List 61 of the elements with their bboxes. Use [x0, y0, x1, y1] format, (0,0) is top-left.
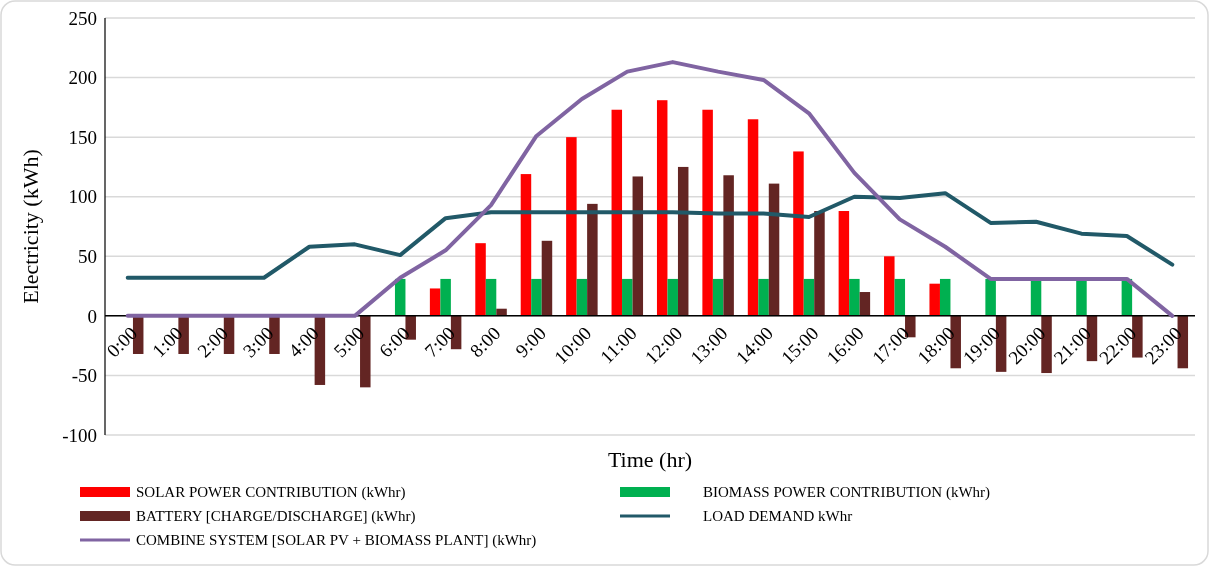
bar — [587, 203, 598, 316]
bar — [929, 283, 940, 316]
bar — [632, 176, 644, 316]
bar — [531, 278, 542, 316]
bar — [440, 278, 451, 316]
legend-label: BATTERY [CHARGE/DISCHARGE] (kWhr) — [136, 508, 416, 526]
line-series — [125, 60, 1175, 318]
x-tick-label: 2:00 — [193, 322, 233, 362]
x-tick-label: 5:00 — [329, 322, 369, 362]
bar — [520, 174, 532, 316]
y-tick-label: -50 — [71, 365, 97, 387]
bar — [803, 278, 815, 316]
x-axis-title: Time (hr) — [607, 447, 693, 472]
bar — [894, 278, 906, 316]
y-tick-label: 50 — [78, 245, 97, 267]
x-tick-label: 6:00 — [375, 322, 414, 362]
y-tick-label: 100 — [68, 186, 97, 208]
legend-label: SOLAR POWER CONTRIBUTION (kWhr) — [136, 484, 406, 502]
line-series — [125, 191, 1175, 280]
bar — [814, 211, 825, 316]
bar — [884, 256, 895, 316]
bar — [793, 151, 804, 316]
bar — [985, 278, 996, 316]
bar — [485, 278, 497, 316]
x-tick-label: 7:00 — [420, 322, 460, 362]
bar — [702, 109, 713, 316]
bar — [656, 100, 668, 316]
bar — [667, 278, 678, 316]
bar — [723, 175, 734, 316]
y-tick-label: 0 — [87, 305, 97, 327]
bar — [712, 278, 724, 316]
bar — [758, 278, 769, 316]
y-tick-label: 200 — [68, 67, 97, 89]
bar — [768, 183, 780, 316]
x-tick-label: 8:00 — [465, 322, 505, 362]
bar — [849, 278, 860, 316]
y-tick-label: -100 — [62, 424, 97, 446]
y-tick-label: 250 — [68, 7, 97, 29]
bar — [939, 278, 951, 316]
x-tick-label: 0:00 — [102, 322, 142, 362]
bar — [566, 137, 577, 316]
y-axis-title: Electricity (kWh) — [18, 149, 43, 304]
bar — [541, 240, 553, 316]
bar — [429, 288, 441, 316]
x-tick-label: 1:00 — [147, 322, 187, 362]
legend-label: COMBINE SYSTEM [SOLAR PV + BIOMASS PLANT] (kWhr) — [136, 532, 537, 550]
y-tick-label: 150 — [68, 126, 97, 148]
bar — [859, 292, 871, 316]
bar — [622, 278, 633, 316]
bar — [1076, 278, 1087, 316]
bar — [576, 278, 588, 316]
bar — [838, 211, 850, 316]
x-tick-label: 4:00 — [284, 322, 323, 362]
legend-label: BIOMASS POWER CONTRIBUTION (kWhr) — [703, 484, 991, 502]
x-tick-label: 9:00 — [511, 322, 550, 362]
bar — [747, 119, 759, 316]
legend-label: LOAD DEMAND kWhr — [703, 508, 853, 525]
bar — [475, 243, 486, 316]
x-tick-label: 3:00 — [238, 322, 278, 362]
bar — [611, 109, 623, 316]
bar — [677, 166, 689, 316]
